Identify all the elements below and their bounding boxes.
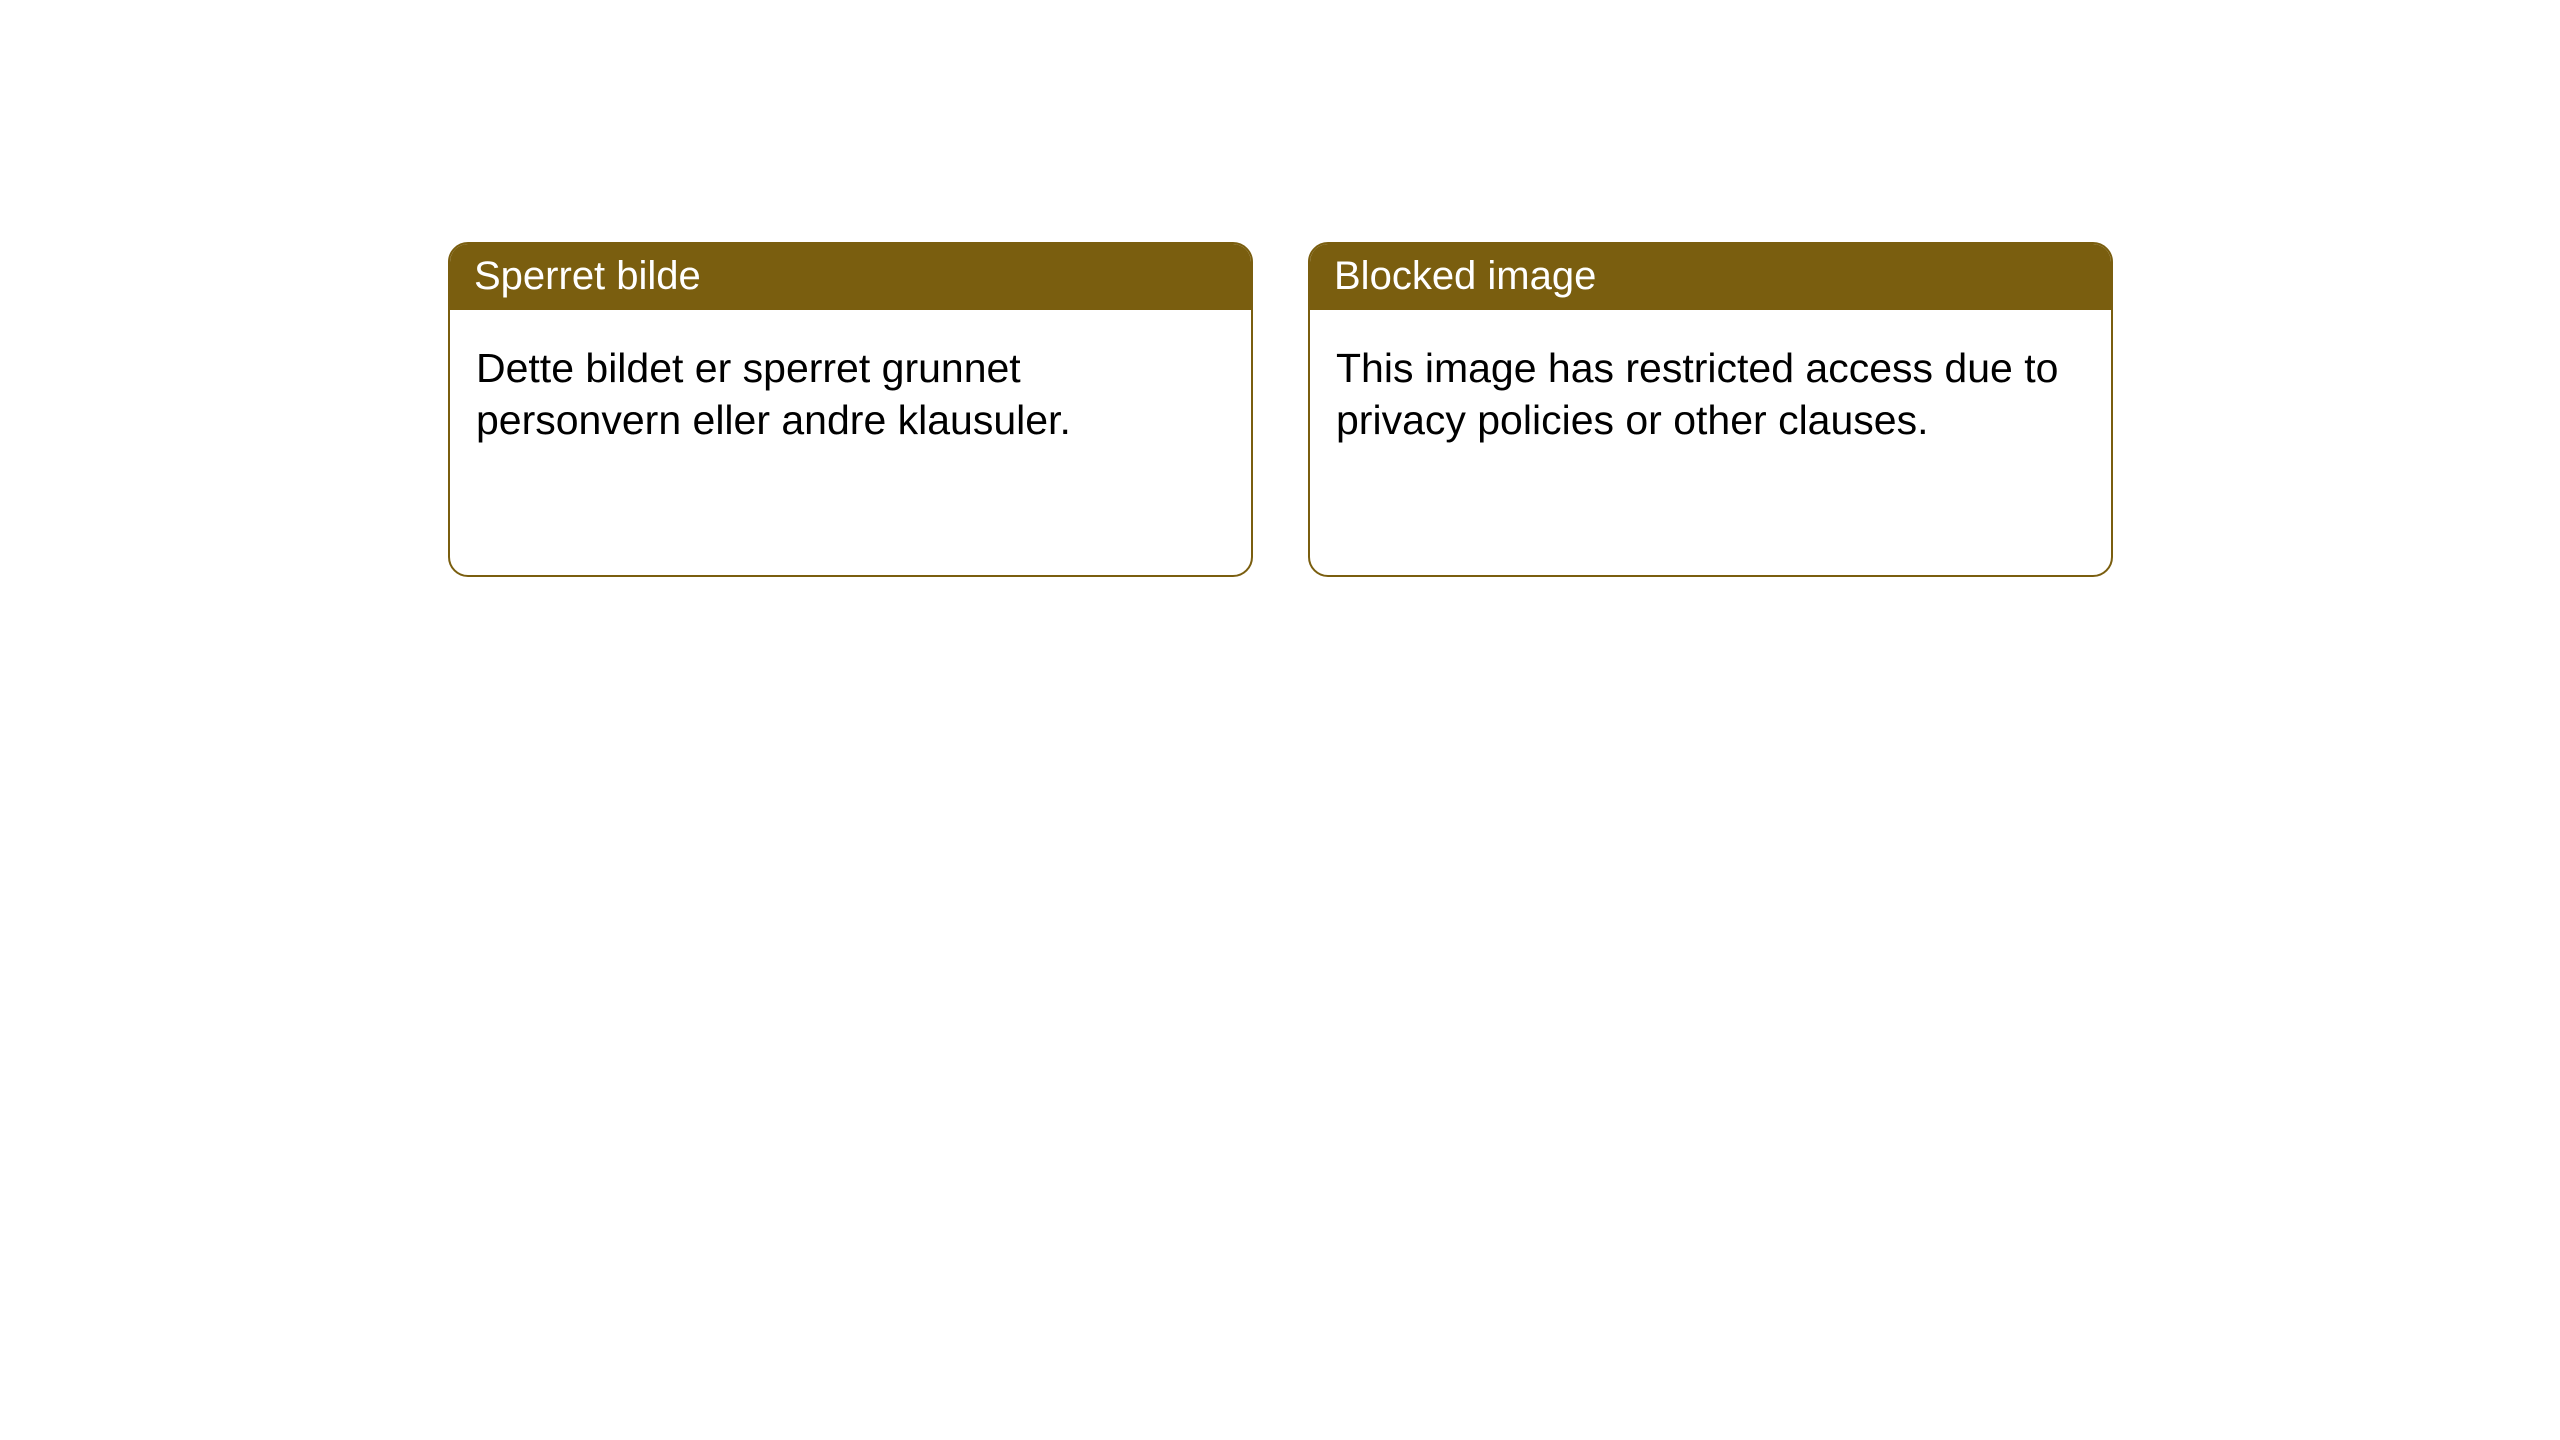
notice-container: Sperret bilde Dette bildet er sperret gr… — [448, 242, 2113, 577]
notice-card-english: Blocked image This image has restricted … — [1308, 242, 2113, 577]
notice-header-norwegian: Sperret bilde — [450, 244, 1251, 310]
notice-body-norwegian: Dette bildet er sperret grunnet personve… — [450, 310, 1251, 479]
notice-card-norwegian: Sperret bilde Dette bildet er sperret gr… — [448, 242, 1253, 577]
notice-body-english: This image has restricted access due to … — [1310, 310, 2111, 479]
notice-header-english: Blocked image — [1310, 244, 2111, 310]
